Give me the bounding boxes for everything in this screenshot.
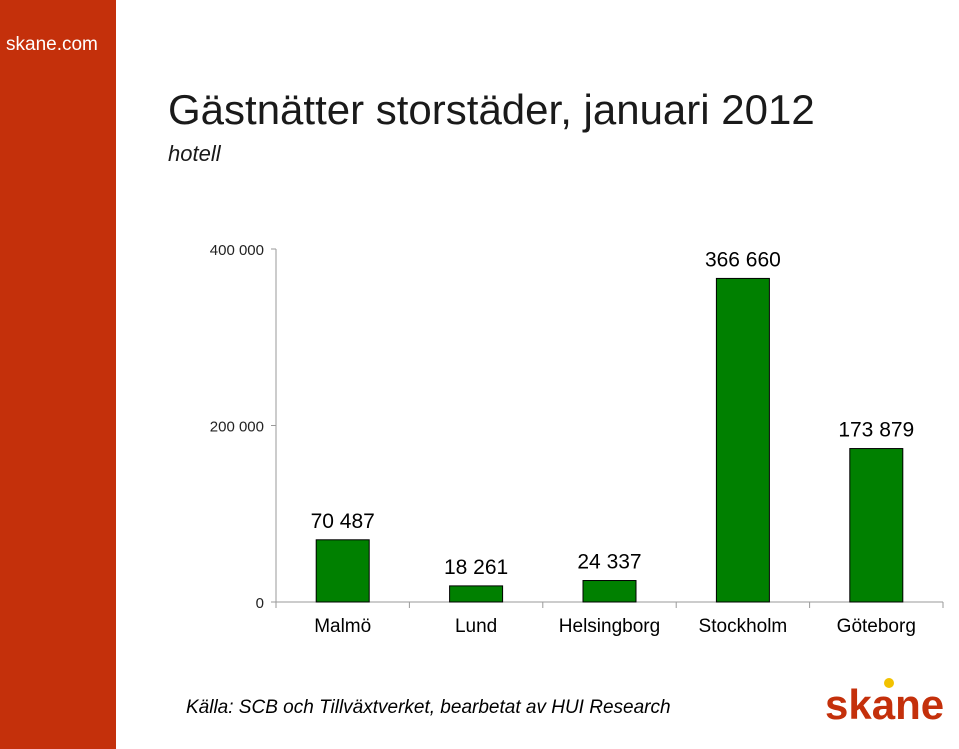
data-label: 366 660 [705, 248, 781, 271]
chart-subtitle: hotell [168, 141, 221, 166]
x-tick-label: Göteborg [837, 616, 916, 637]
logo-dot [884, 678, 894, 688]
skane-logo: skane [825, 678, 944, 728]
bar [715, 277, 770, 603]
y-tick-label: 400 000 [210, 242, 264, 259]
bar [582, 580, 637, 603]
source-note: Källa: SCB och Tillväxtverket, bearbetat… [186, 697, 671, 718]
data-label: 18 261 [444, 556, 508, 579]
logo-text: skane [825, 681, 944, 728]
site-name: skane.com [6, 34, 98, 55]
x-tick-label: Helsingborg [559, 616, 660, 637]
bar [315, 539, 370, 603]
data-label: 70 487 [311, 510, 375, 533]
x-tick-label: Malmö [314, 616, 371, 637]
y-tick-label: 200 000 [210, 419, 264, 436]
chart-title: Gästnätter storstäder, januari 2012 [168, 86, 815, 133]
chart-labels: Malmö 70 487 Lund 18 261 Helsingborg 24 337 St… [311, 248, 916, 637]
data-label: 24 337 [577, 551, 641, 574]
bar [449, 585, 504, 603]
y-tick-label: 0 [256, 595, 264, 612]
x-tick-label: Lund [455, 616, 497, 637]
sidebar: skane.com [0, 0, 116, 749]
chart-bars [315, 277, 904, 603]
x-tick-label: Stockholm [699, 616, 788, 637]
data-label: 173 879 [838, 419, 914, 442]
bar [849, 448, 904, 603]
